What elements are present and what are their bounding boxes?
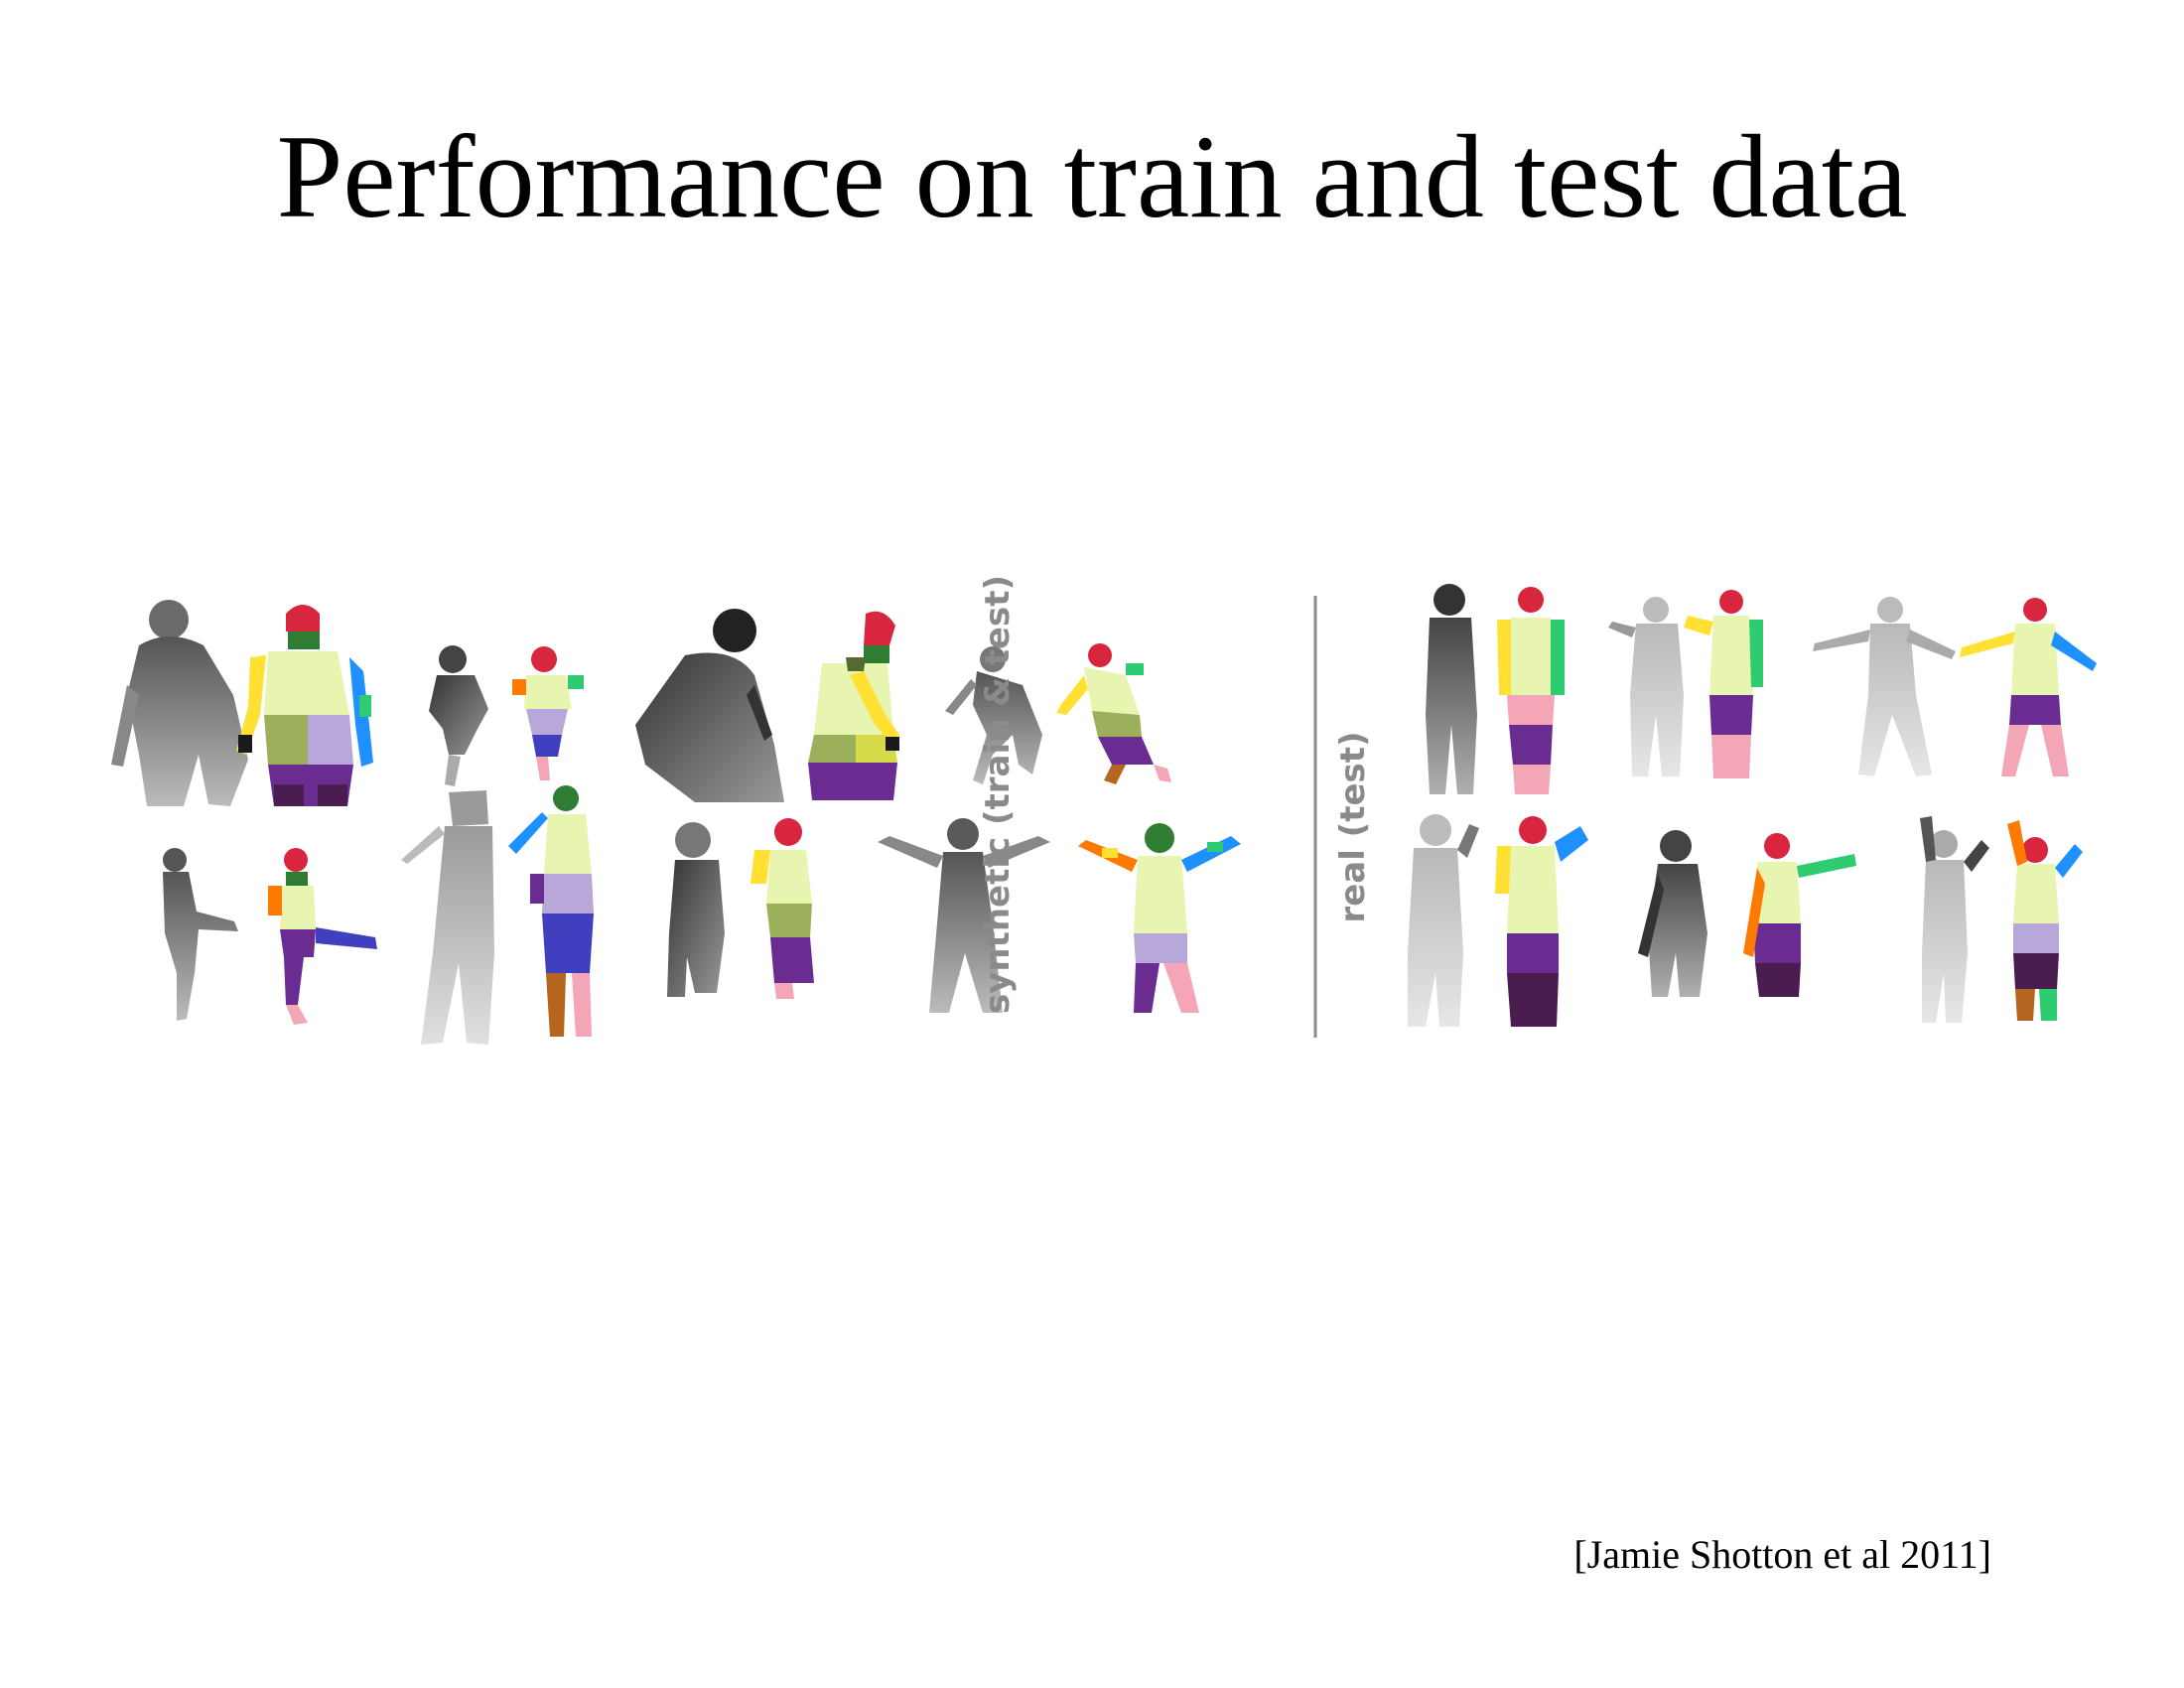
depth-silhouette-real-5 <box>1638 830 1707 997</box>
citation: [Jamie Shotton et al 2011] <box>1573 1532 1991 1577</box>
segmented-body-synthetic-1 <box>236 605 373 806</box>
depth-silhouette-synthetic-6 <box>401 790 494 1045</box>
depth-silhouette-real-2 <box>1608 597 1684 776</box>
depth-silhouette-synthetic-2 <box>429 645 488 786</box>
segmented-body-synthetic-2 <box>512 646 584 780</box>
segmented-body-synthetic-5 <box>268 848 377 1025</box>
depth-silhouette-real-1 <box>1426 584 1477 794</box>
depth-silhouette-synthetic-5 <box>163 848 238 1021</box>
segmented-body-synthetic-8 <box>1078 823 1241 1013</box>
depth-silhouette-real-6 <box>1920 816 1989 1023</box>
segmented-body-real-5 <box>1743 833 1856 997</box>
depth-silhouette-synthetic-7 <box>667 822 725 997</box>
depth-silhouette-real-4 <box>1408 814 1479 1027</box>
segmented-body-synthetic-4 <box>1056 643 1171 784</box>
segmented-body-real-2 <box>1684 590 1763 778</box>
depth-silhouette-real-3 <box>1813 597 1956 776</box>
segmented-body-synthetic-7 <box>751 818 814 999</box>
segmented-body-real-3 <box>1960 598 2097 776</box>
segmented-body-real-4 <box>1495 816 1588 1027</box>
segmented-body-synthetic-6 <box>508 785 594 1037</box>
depth-silhouette-synthetic-8 <box>878 818 1050 1013</box>
slide-title: Performance on train and test data <box>276 110 1908 242</box>
segmented-body-synthetic-3 <box>808 611 899 800</box>
depth-silhouette-synthetic-4 <box>945 646 1042 784</box>
segmented-body-real-6 <box>2007 820 2083 1021</box>
depth-silhouette-synthetic-1 <box>111 600 248 806</box>
segmented-body-real-1 <box>1497 587 1565 794</box>
depth-silhouette-synthetic-3 <box>635 609 784 802</box>
